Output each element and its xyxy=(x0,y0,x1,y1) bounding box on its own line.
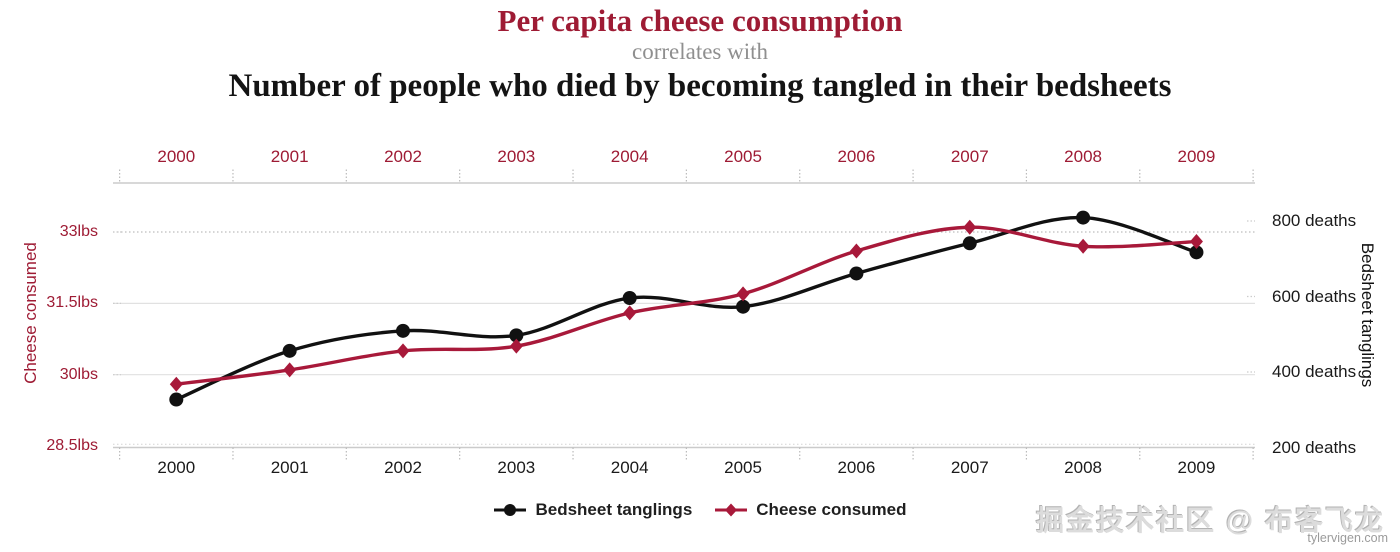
data-point-cheese-consumed-2007 xyxy=(963,219,977,235)
chart-legend: Bedsheet tanglings Cheese consumed xyxy=(0,500,1400,520)
correlates-with-label: correlates with xyxy=(631,39,769,64)
data-point-bedsheet-tanglings-2002 xyxy=(396,323,410,338)
data-point-bedsheet-tanglings-2000 xyxy=(169,392,184,407)
data-point-cheese-consumed-2004 xyxy=(623,305,637,321)
data-point-bedsheet-tanglings-2007 xyxy=(962,236,977,251)
data-point-cheese-consumed-2000 xyxy=(169,376,183,392)
data-point-cheese-consumed-2006 xyxy=(849,243,863,259)
data-point-cheese-consumed-2002 xyxy=(396,343,410,359)
data-point-cheese-consumed-2005 xyxy=(736,286,750,302)
legend-circle-marker-icon xyxy=(494,504,527,516)
page-title: Per capita cheese consumption xyxy=(497,3,903,38)
data-point-cheese-consumed-2008 xyxy=(1076,238,1090,254)
series-line-1 xyxy=(174,225,1199,386)
series-line-0 xyxy=(174,215,1199,402)
legend-label: Cheese consumed xyxy=(756,500,907,519)
data-point-bedsheet-tanglings-2004 xyxy=(622,291,637,306)
data-point-bedsheet-tanglings-2009 xyxy=(1189,245,1204,260)
data-point-bedsheet-tanglings-2001 xyxy=(282,343,297,358)
data-point-cheese-consumed-2009 xyxy=(1189,234,1203,250)
source-site: tylervigen.com xyxy=(1307,531,1388,545)
legend-diamond-marker-icon xyxy=(715,503,748,517)
data-point-bedsheet-tanglings-2005 xyxy=(736,299,751,314)
watermark-text: 掘金技术社区 @ 布客飞龙 xyxy=(1036,505,1385,536)
data-point-bedsheet-tanglings-2008 xyxy=(1076,210,1091,225)
data-point-cheese-consumed-2001 xyxy=(283,362,297,378)
left-axis-title: Cheese consumed xyxy=(21,242,40,384)
right-axis-title: Bedsheet tanglings xyxy=(1358,242,1377,388)
data-point-bedsheet-tanglings-2003 xyxy=(509,328,524,343)
page-subtitle: Number of people who died by becoming ta… xyxy=(228,68,1172,104)
legend-item-bedsheet-tanglings: Bedsheet tanglings xyxy=(493,500,692,520)
data-point-cheese-consumed-2003 xyxy=(509,338,523,354)
data-point-bedsheet-tanglings-2006 xyxy=(849,266,864,281)
legend-item-cheese-consumed: Cheese consumed xyxy=(714,500,907,520)
legend-label: Bedsheet tanglings xyxy=(535,500,693,519)
